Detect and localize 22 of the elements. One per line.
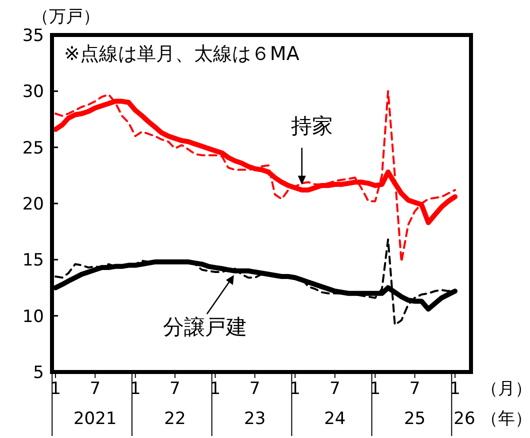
x-tick-label: 7 22	[164, 379, 186, 429]
y-tick-label: 15	[22, 250, 44, 271]
y-tick-label: 5	[33, 363, 44, 383]
y-axis-title: （万戸）	[32, 7, 100, 27]
x-tick-label: 7 2021	[73, 379, 117, 429]
text: （年）	[481, 409, 530, 429]
x-tick-label: 7 23	[244, 379, 266, 429]
annotation: ※点線は単月、太線は６MA	[64, 43, 300, 65]
annotation: 持家	[290, 114, 333, 138]
x-tick-label: 1	[370, 379, 381, 399]
x-tick-label: 1	[290, 379, 300, 399]
x-tick-label: 1	[50, 379, 61, 399]
y-tick-label: 20	[22, 194, 44, 214]
x-tick-label: 1 26	[450, 379, 476, 429]
x-axis-title: （月）	[481, 379, 530, 399]
annotation: 分譲戸建	[162, 315, 247, 340]
y-tick-label: 25	[22, 138, 44, 158]
x-tick-label: 7 25	[404, 379, 426, 429]
y-tick-label: 35	[22, 26, 44, 46]
y-tick-label: 30	[22, 82, 44, 102]
y-tick-label: 10	[22, 306, 44, 327]
x-tick-label: 7 24	[324, 379, 346, 429]
